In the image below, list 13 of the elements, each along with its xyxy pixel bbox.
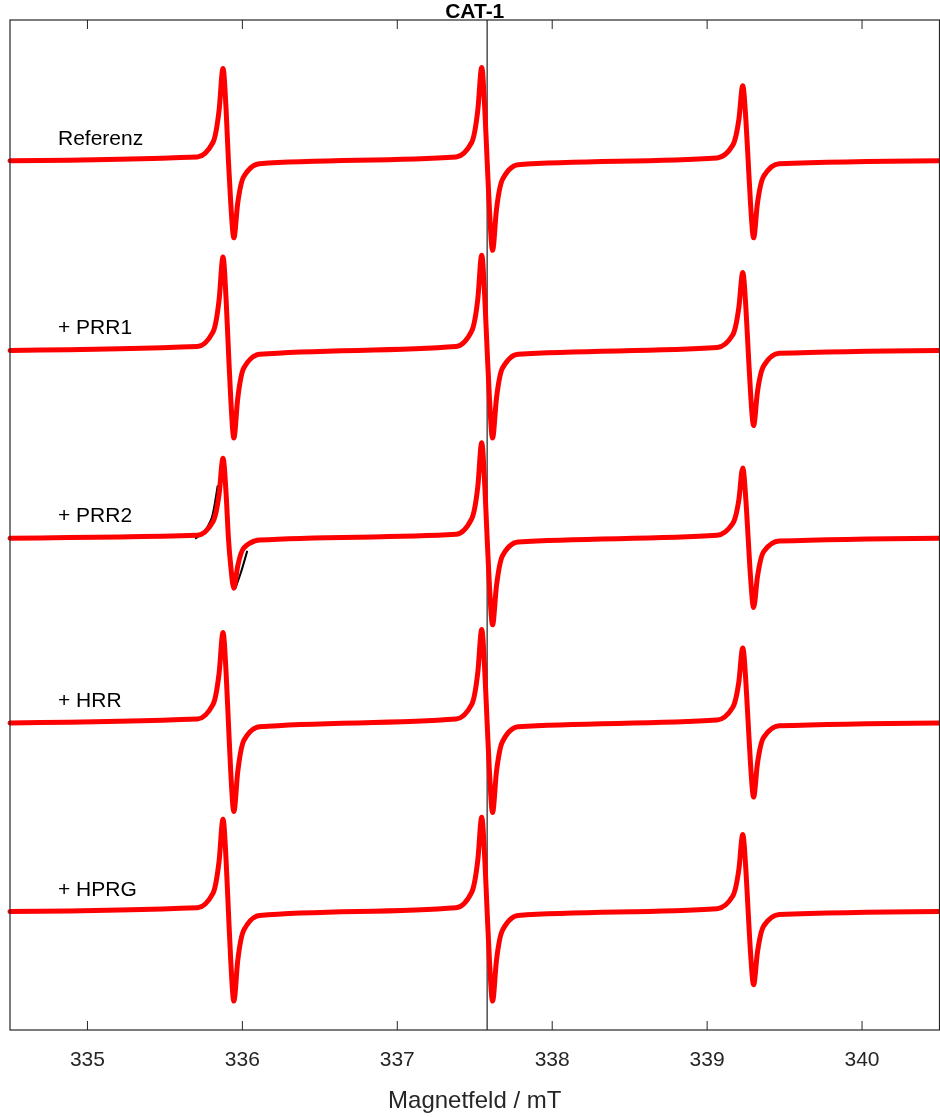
- x-tick-label: 339: [689, 1047, 725, 1070]
- series-label: + HPRG: [58, 876, 137, 900]
- series-label: Referenz: [58, 125, 144, 149]
- chart-title: CAT-1: [445, 0, 505, 22]
- x-tick-label: 337: [379, 1047, 415, 1070]
- x-tick-label: 340: [844, 1047, 880, 1070]
- series-label: + PRR2: [58, 503, 133, 527]
- series-label: + PRR1: [58, 315, 133, 339]
- x-axis-title: Magnetfeld / mT: [388, 1086, 562, 1113]
- x-tick-label: 336: [224, 1047, 260, 1070]
- x-tick-label: 338: [534, 1047, 570, 1070]
- series-label: + HRR: [58, 687, 122, 711]
- x-tick-label: 335: [69, 1047, 105, 1070]
